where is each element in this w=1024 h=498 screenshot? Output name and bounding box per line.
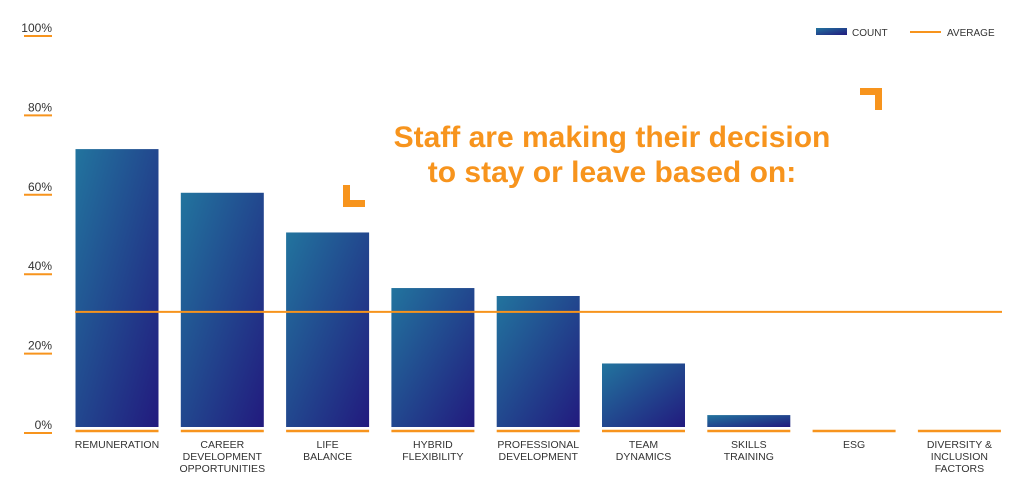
bar: [286, 232, 370, 427]
x-tick-label: SKILLS: [731, 439, 767, 451]
y-tick-label: 100%: [21, 21, 52, 35]
x-tick-label: DEVELOPMENT: [499, 451, 579, 463]
x-tick-label: OPPORTUNITIES: [180, 463, 266, 475]
x-tick-label: LIFE: [317, 439, 339, 451]
bar: [496, 295, 580, 427]
legend: COUNT AVERAGE: [816, 28, 995, 39]
x-tick-label: FLEXIBILITY: [402, 451, 463, 463]
y-axis: 0% 20% 40% 60% 80% 100%: [21, 21, 53, 434]
title-line-2: to stay or leave based on:: [428, 156, 796, 189]
legend-average-label: AVERAGE: [947, 28, 995, 39]
x-tick-label: INCLUSION: [931, 451, 988, 463]
bar: [391, 288, 475, 427]
y-tick-label: 0%: [35, 418, 53, 432]
corner-bracket-top-right-icon: [860, 88, 882, 110]
title-line-1: Staff are making their decision: [394, 121, 831, 154]
y-tick-label: 80%: [28, 100, 52, 114]
y-tick-label: 40%: [28, 259, 52, 273]
bar: [602, 363, 685, 427]
x-tick-label: ESG: [843, 439, 865, 451]
bar: [707, 415, 791, 427]
x-tick-label: PROFESSIONAL: [497, 439, 579, 451]
bar: [180, 192, 264, 427]
x-tick-label: DEVELOPMENT: [183, 451, 263, 463]
legend-count-label: COUNT: [852, 28, 888, 39]
x-tick-label: DYNAMICS: [616, 451, 671, 463]
x-tick-label: CAREER: [200, 439, 244, 451]
legend-count-swatch: [816, 28, 847, 35]
x-tick-label: FACTORS: [935, 463, 984, 475]
x-tick-label: HYBRID: [413, 439, 453, 451]
x-axis: REMUNERATION CAREERDEVELOPMENTOPPORTUNITI…: [75, 429, 1001, 475]
x-tick-label: TEAM: [629, 439, 658, 451]
corner-bracket-bottom-left-icon: [343, 185, 365, 207]
bars: [75, 149, 791, 427]
bar: [75, 149, 159, 427]
x-tick-label: DIVERSITY &: [927, 439, 992, 451]
y-tick-label: 60%: [28, 180, 52, 194]
x-tick-label: TRAINING: [724, 451, 774, 463]
chart-title: Staff are making their decision to stay …: [394, 121, 831, 189]
x-tick-label: BALANCE: [303, 451, 352, 463]
x-tick-label: REMUNERATION: [75, 439, 159, 451]
y-tick-label: 20%: [28, 339, 52, 353]
